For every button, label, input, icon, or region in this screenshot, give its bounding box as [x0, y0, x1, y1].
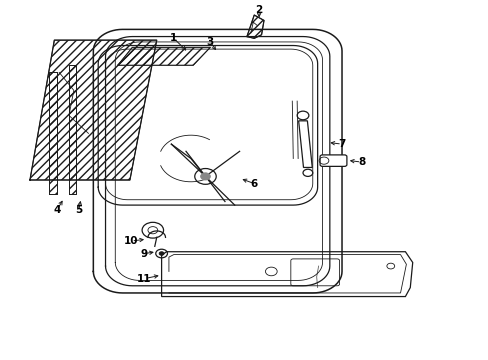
Text: 7: 7 [338, 139, 345, 149]
Text: 11: 11 [137, 274, 151, 284]
Text: 5: 5 [75, 206, 82, 216]
Text: 4: 4 [53, 206, 61, 216]
Circle shape [200, 173, 210, 180]
Text: 6: 6 [250, 179, 257, 189]
Text: 8: 8 [357, 157, 365, 167]
Text: 2: 2 [255, 5, 262, 15]
Text: 3: 3 [206, 37, 214, 47]
FancyBboxPatch shape [320, 155, 346, 166]
Text: 10: 10 [124, 236, 138, 246]
Text: 9: 9 [141, 248, 148, 258]
Circle shape [159, 252, 163, 255]
Text: 1: 1 [170, 33, 177, 43]
